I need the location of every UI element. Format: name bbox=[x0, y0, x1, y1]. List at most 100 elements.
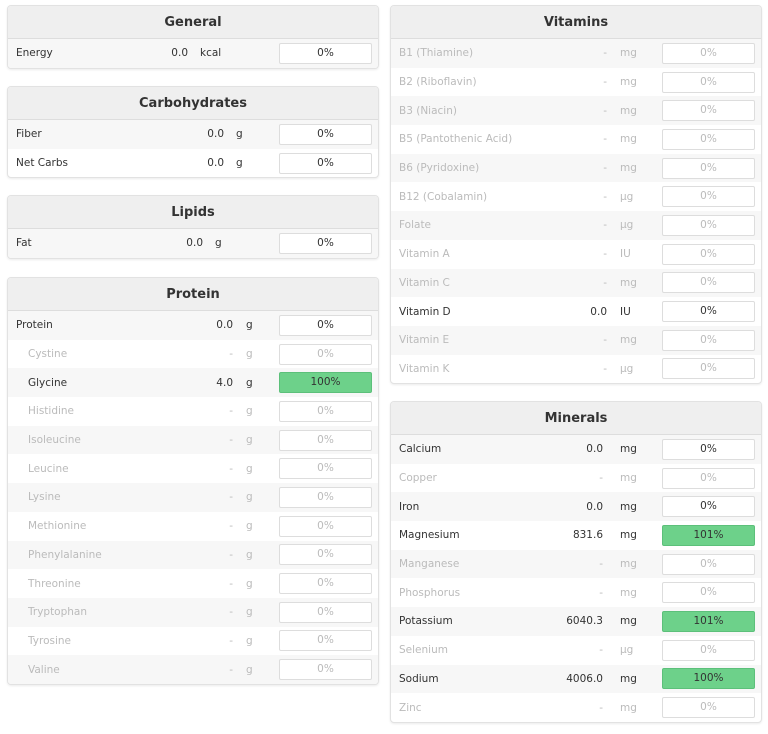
nutrient-unit: g bbox=[246, 462, 253, 475]
panel-general: General Energy 0.0 kcal 0% bbox=[7, 5, 379, 69]
nutrient-unit: kcal bbox=[200, 47, 222, 60]
nutrient-row[interactable]: Cystine - g 0% bbox=[8, 340, 378, 369]
nutrient-unit: g bbox=[246, 634, 253, 647]
target-progress-bar: 0% bbox=[662, 639, 755, 661]
nutrient-row[interactable]: Sodium 4006.0 mg 100% bbox=[391, 664, 761, 694]
target-progress-bar: 0% bbox=[279, 601, 372, 623]
nutrient-row[interactable]: Copper - mg 0% bbox=[391, 464, 761, 493]
nutrient-unit: mg bbox=[620, 615, 637, 628]
nutrient-row[interactable]: Vitamin C - mg 0% bbox=[391, 268, 761, 298]
nutrient-row[interactable]: Calcium 0.0 mg 0% bbox=[391, 435, 761, 464]
nutrient-row[interactable]: Vitamin E - mg 0% bbox=[391, 325, 761, 355]
nutrient-unit: µg bbox=[620, 219, 634, 232]
nutrient-unit: µg bbox=[620, 190, 634, 203]
nutrient-amount: - bbox=[603, 133, 607, 146]
nutrient-row[interactable]: Protein 0.0 g 0% bbox=[8, 311, 378, 340]
nutrient-row[interactable]: Methionine - g 0% bbox=[8, 512, 378, 541]
nutrient-amount: 831.6 bbox=[572, 529, 603, 542]
nutrient-row[interactable]: Glycine 4.0 g 100% bbox=[8, 368, 378, 398]
target-progress-bar: 0% bbox=[662, 438, 755, 460]
nutrient-name: B6 (Pyridoxine) bbox=[399, 162, 480, 175]
nutrient-name: B5 (Pantothenic Acid) bbox=[399, 133, 513, 146]
nutrient-amount: 0.0 bbox=[171, 47, 188, 60]
target-progress-bar: 0% bbox=[662, 243, 755, 265]
nutrient-row[interactable]: Isoleucine - g 0% bbox=[8, 425, 378, 455]
nutrient-name: Vitamin C bbox=[399, 276, 450, 289]
target-progress-bar: 100% bbox=[279, 372, 372, 394]
target-progress-bar: 0% bbox=[279, 123, 372, 145]
nutrient-row[interactable]: Valine - g 0% bbox=[8, 655, 378, 684]
panel-title: Minerals bbox=[391, 402, 761, 435]
nutrient-row[interactable]: Tryptophan - g 0% bbox=[8, 597, 378, 627]
nutrient-name: Folate bbox=[399, 219, 432, 232]
target-progress-bar: 0% bbox=[662, 186, 755, 208]
nutrient-name: Protein bbox=[16, 319, 53, 332]
nutrient-row[interactable]: Vitamin A - IU 0% bbox=[391, 240, 761, 269]
nutrient-name: Leucine bbox=[28, 462, 69, 475]
target-progress-bar: 0% bbox=[662, 128, 755, 150]
nutrient-row[interactable]: B6 (Pyridoxine) - mg 0% bbox=[391, 153, 761, 183]
nutrient-name: Vitamin A bbox=[399, 248, 450, 261]
panel-minerals: Minerals Calcium 0.0 mg 0% Copper - mg 0… bbox=[390, 401, 762, 723]
nutrient-row[interactable]: Tyrosine - g 0% bbox=[8, 627, 378, 656]
nutrient-name: B2 (Riboflavin) bbox=[399, 76, 477, 89]
nutrient-row[interactable]: Histidine - g 0% bbox=[8, 397, 378, 426]
nutrient-amount: 0.0 bbox=[186, 237, 203, 250]
target-progress-bar: 0% bbox=[662, 157, 755, 179]
nutrient-amount: - bbox=[603, 248, 607, 261]
nutrient-amount: - bbox=[229, 577, 233, 590]
nutrient-name: Fat bbox=[16, 237, 32, 250]
nutrient-unit: mg bbox=[620, 47, 637, 60]
nutrient-row[interactable]: B3 (Niacin) - mg 0% bbox=[391, 96, 761, 126]
nutrient-row[interactable]: Leucine - g 0% bbox=[8, 454, 378, 483]
nutrient-unit: IU bbox=[620, 248, 631, 261]
nutrient-name: Valine bbox=[28, 663, 60, 676]
nutrient-row[interactable]: Zinc - mg 0% bbox=[391, 693, 761, 722]
nutrient-row[interactable]: Selenium - µg 0% bbox=[391, 636, 761, 665]
nutrient-row[interactable]: B5 (Pantothenic Acid) - mg 0% bbox=[391, 125, 761, 154]
nutrient-amount: 0.0 bbox=[586, 500, 603, 513]
target-progress-bar: 0% bbox=[662, 697, 755, 719]
nutrient-row[interactable]: Fat 0.0 g 0% bbox=[8, 229, 378, 258]
nutrient-row[interactable]: Energy 0.0 kcal 0% bbox=[8, 39, 378, 68]
nutrient-amount: 6040.3 bbox=[566, 615, 603, 628]
nutrient-row[interactable]: B1 (Thiamine) - mg 0% bbox=[391, 39, 761, 68]
nutrient-unit: g bbox=[246, 434, 253, 447]
nutrient-name: Sodium bbox=[399, 672, 439, 685]
nutrient-row[interactable]: Fiber 0.0 g 0% bbox=[8, 120, 378, 149]
nutrient-unit: IU bbox=[620, 305, 631, 318]
nutrient-row[interactable]: Magnesium 831.6 mg 101% bbox=[391, 521, 761, 550]
nutrient-row[interactable]: B2 (Riboflavin) - mg 0% bbox=[391, 68, 761, 97]
panel-protein: Protein Protein 0.0 g 0% Cystine - g 0% … bbox=[7, 277, 379, 685]
nutrient-row[interactable]: Lysine - g 0% bbox=[8, 483, 378, 512]
nutrient-name: Histidine bbox=[28, 405, 75, 418]
nutrient-unit: g bbox=[246, 319, 253, 332]
nutrient-name: Vitamin D bbox=[399, 305, 451, 318]
nutrient-row[interactable]: Iron 0.0 mg 0% bbox=[391, 492, 761, 522]
target-progress-bar: 0% bbox=[662, 301, 755, 323]
nutrient-amount: - bbox=[603, 219, 607, 232]
nutrient-row[interactable]: Phosphorus - mg 0% bbox=[391, 578, 761, 607]
target-progress-bar: 0% bbox=[279, 152, 372, 174]
nutrient-amount: - bbox=[599, 558, 603, 571]
nutrient-name: Manganese bbox=[399, 558, 460, 571]
nutrient-row[interactable]: Phenylalanine - g 0% bbox=[8, 540, 378, 570]
target-progress-bar: 0% bbox=[662, 100, 755, 122]
target-progress-bar: 0% bbox=[279, 42, 372, 64]
target-progress-bar: 0% bbox=[279, 429, 372, 451]
nutrient-row[interactable]: Folate - µg 0% bbox=[391, 211, 761, 240]
target-progress-bar: 0% bbox=[662, 553, 755, 575]
target-progress-bar: 0% bbox=[279, 659, 372, 681]
nutrient-row[interactable]: Net Carbs 0.0 g 0% bbox=[8, 149, 378, 178]
nutrient-row[interactable]: Vitamin D 0.0 IU 0% bbox=[391, 297, 761, 326]
nutrient-row[interactable]: B12 (Cobalamin) - µg 0% bbox=[391, 182, 761, 211]
nutrient-row[interactable]: Vitamin K - µg 0% bbox=[391, 355, 761, 384]
nutrient-row[interactable]: Potassium 6040.3 mg 101% bbox=[391, 607, 761, 636]
nutrient-row[interactable]: Threonine - g 0% bbox=[8, 569, 378, 598]
nutrient-row[interactable]: Manganese - mg 0% bbox=[391, 549, 761, 579]
nutrient-unit: g bbox=[246, 348, 253, 361]
nutrient-name: Tyrosine bbox=[28, 634, 72, 647]
nutrient-name: Iron bbox=[399, 500, 420, 513]
nutrient-unit: mg bbox=[620, 701, 637, 714]
nutrient-unit: mg bbox=[620, 104, 637, 117]
